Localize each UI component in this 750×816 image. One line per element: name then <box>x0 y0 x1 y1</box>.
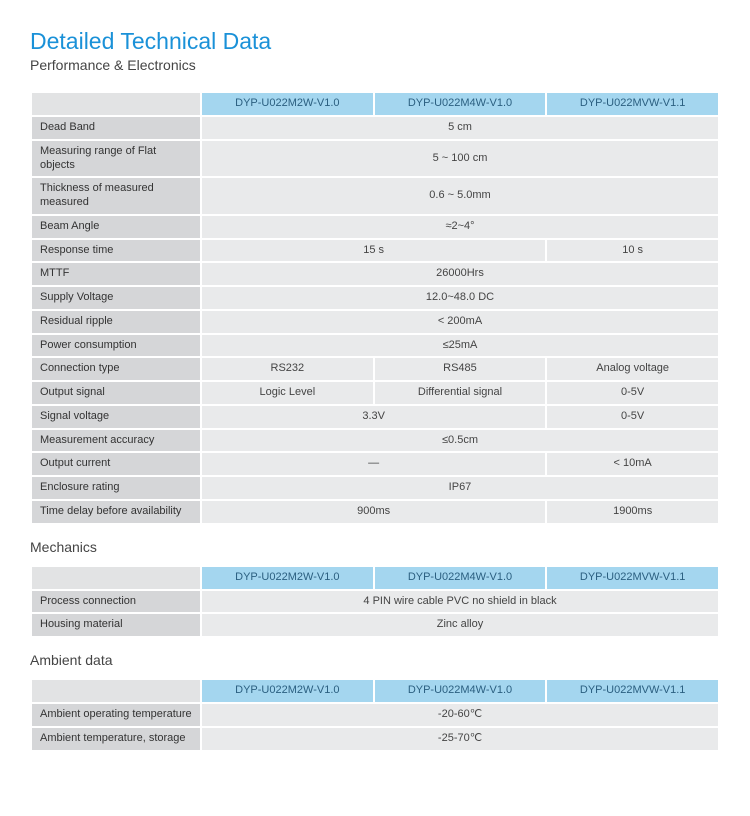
data-cell: < 200mA <box>202 311 718 333</box>
model-header-2: DYP-U022M4W-V1.0 <box>375 567 546 589</box>
data-cell: Zinc alloy <box>202 614 718 636</box>
table-row: Signal voltage 3.3V 0-5V <box>32 406 718 428</box>
data-cell: -20-60℃ <box>202 704 718 726</box>
ambient-title: Ambient data <box>30 652 720 668</box>
table-row: Supply Voltage 12.0~48.0 DC <box>32 287 718 309</box>
row-label: Ambient operating temperature <box>32 704 200 726</box>
row-label: Enclosure rating <box>32 477 200 499</box>
data-cell: 900ms <box>202 501 545 523</box>
row-label: Process connection <box>32 591 200 613</box>
row-label: Ambient temperature, storage <box>32 728 200 750</box>
mechanics-table: DYP-U022M2W-V1.0 DYP-U022M4W-V1.0 DYP-U0… <box>30 565 720 639</box>
data-cell: Logic Level <box>202 382 373 404</box>
row-label: Power consumption <box>32 335 200 357</box>
data-cell: ≈2~4° <box>202 216 718 238</box>
page-title: Detailed Technical Data <box>30 28 720 55</box>
table-row: Dead Band 5 cm <box>32 117 718 139</box>
table-row: Measurement accuracy ≤0.5cm <box>32 430 718 452</box>
table-row: Beam Angle ≈2~4° <box>32 216 718 238</box>
table-row: Response time 15 s 10 s <box>32 240 718 262</box>
table-row: Output current — < 10mA <box>32 453 718 475</box>
data-cell: Differential signal <box>375 382 546 404</box>
data-cell: 10 s <box>547 240 718 262</box>
data-cell: RS232 <box>202 358 373 380</box>
table-row: Power consumption ≤25mA <box>32 335 718 357</box>
header-row: DYP-U022M2W-V1.0 DYP-U022M4W-V1.0 DYP-U0… <box>32 680 718 702</box>
table-row: Output signal Logic Level Differential s… <box>32 382 718 404</box>
data-cell: 15 s <box>202 240 545 262</box>
data-cell: — <box>202 453 545 475</box>
header-row: DYP-U022M2W-V1.0 DYP-U022M4W-V1.0 DYP-U0… <box>32 567 718 589</box>
table-row: Time delay before availability 900ms 190… <box>32 501 718 523</box>
blank-header <box>32 567 200 589</box>
table-row: Housing material Zinc alloy <box>32 614 718 636</box>
row-label: Beam Angle <box>32 216 200 238</box>
table-row: Measuring range of Flat objects 5 ~ 100 … <box>32 141 718 177</box>
table-row: Process connection 4 PIN wire cable PVC … <box>32 591 718 613</box>
model-header-3: DYP-U022MVW-V1.1 <box>547 567 718 589</box>
table-row: Residual ripple < 200mA <box>32 311 718 333</box>
data-cell: 0-5V <box>547 382 718 404</box>
model-header-3: DYP-U022MVW-V1.1 <box>547 680 718 702</box>
data-cell: 5 ~ 100 cm <box>202 141 718 177</box>
model-header-1: DYP-U022M2W-V1.0 <box>202 567 373 589</box>
table-row: Connection type RS232 RS485 Analog volta… <box>32 358 718 380</box>
model-header-1: DYP-U022M2W-V1.0 <box>202 680 373 702</box>
mechanics-title: Mechanics <box>30 539 720 555</box>
data-cell: IP67 <box>202 477 718 499</box>
page-subtitle: Performance & Electronics <box>30 57 720 73</box>
table-row: Thickness of measured measured 0.6 ~ 5.0… <box>32 178 718 214</box>
row-label: Time delay before availability <box>32 501 200 523</box>
model-header-2: DYP-U022M4W-V1.0 <box>375 680 546 702</box>
data-cell: 12.0~48.0 DC <box>202 287 718 309</box>
performance-table: DYP-U022M2W-V1.0 DYP-U022M4W-V1.0 DYP-U0… <box>30 91 720 525</box>
data-cell: 3.3V <box>202 406 545 428</box>
ambient-table: DYP-U022M2W-V1.0 DYP-U022M4W-V1.0 DYP-U0… <box>30 678 720 752</box>
data-cell: 5 cm <box>202 117 718 139</box>
data-cell: Analog voltage <box>547 358 718 380</box>
table-row: Ambient temperature, storage -25-70℃ <box>32 728 718 750</box>
table-row: Enclosure rating IP67 <box>32 477 718 499</box>
data-cell: < 10mA <box>547 453 718 475</box>
data-cell: 4 PIN wire cable PVC no shield in black <box>202 591 718 613</box>
row-label: Housing material <box>32 614 200 636</box>
data-cell: -25-70℃ <box>202 728 718 750</box>
blank-header <box>32 93 200 115</box>
row-label: Output signal <box>32 382 200 404</box>
header-row: DYP-U022M2W-V1.0 DYP-U022M4W-V1.0 DYP-U0… <box>32 93 718 115</box>
data-cell: ≤25mA <box>202 335 718 357</box>
row-label: Thickness of measured measured <box>32 178 200 214</box>
row-label: Output current <box>32 453 200 475</box>
row-label: Signal voltage <box>32 406 200 428</box>
row-label: Supply Voltage <box>32 287 200 309</box>
blank-header <box>32 680 200 702</box>
data-cell: 1900ms <box>547 501 718 523</box>
row-label: MTTF <box>32 263 200 285</box>
row-label: Dead Band <box>32 117 200 139</box>
data-cell: 0-5V <box>547 406 718 428</box>
row-label: Response time <box>32 240 200 262</box>
model-header-1: DYP-U022M2W-V1.0 <box>202 93 373 115</box>
row-label: Measurement accuracy <box>32 430 200 452</box>
data-cell: 0.6 ~ 5.0mm <box>202 178 718 214</box>
data-cell: ≤0.5cm <box>202 430 718 452</box>
model-header-3: DYP-U022MVW-V1.1 <box>547 93 718 115</box>
data-cell: RS485 <box>375 358 546 380</box>
row-label: Residual ripple <box>32 311 200 333</box>
row-label: Connection type <box>32 358 200 380</box>
table-row: Ambient operating temperature -20-60℃ <box>32 704 718 726</box>
data-cell: 26000Hrs <box>202 263 718 285</box>
table-row: MTTF 26000Hrs <box>32 263 718 285</box>
row-label: Measuring range of Flat objects <box>32 141 200 177</box>
model-header-2: DYP-U022M4W-V1.0 <box>375 93 546 115</box>
